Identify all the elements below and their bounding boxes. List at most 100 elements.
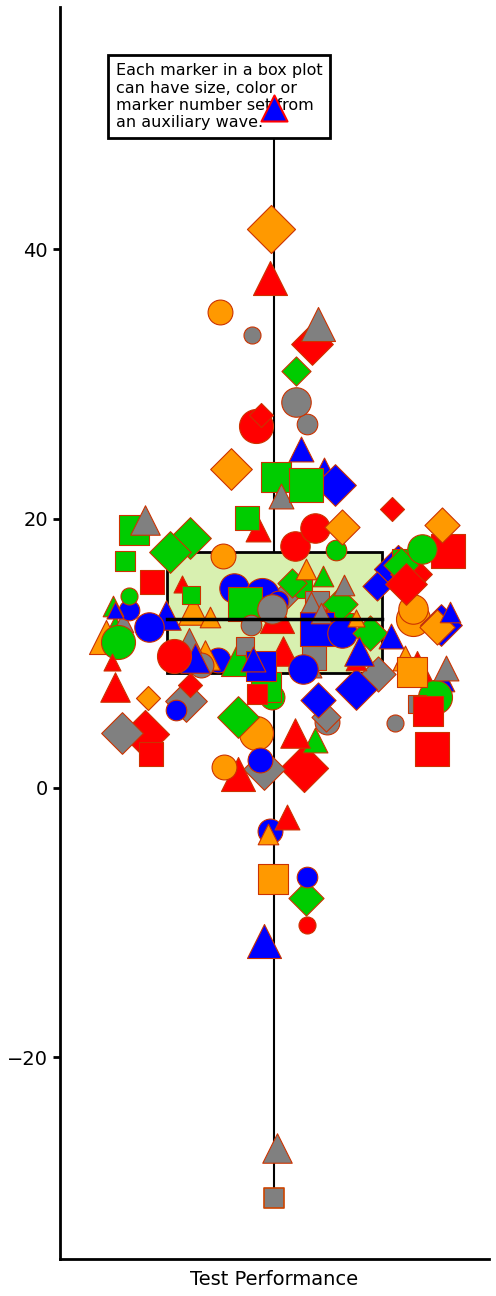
Point (125, 584, 133, 605)
Point (279, 640, 287, 661)
Point (304, 415, 311, 435)
Point (267, 219, 275, 240)
Point (277, 486, 285, 507)
Point (178, 574, 186, 595)
Point (234, 763, 242, 784)
Point (394, 559, 402, 579)
Point (234, 648, 242, 669)
Point (122, 551, 129, 572)
Point (148, 572, 156, 592)
Point (114, 632, 122, 653)
Point (298, 577, 306, 597)
Point (197, 654, 205, 675)
Point (206, 607, 214, 627)
Point (352, 649, 360, 670)
Point (118, 723, 125, 744)
Point (253, 683, 261, 704)
Point (141, 511, 149, 531)
Point (252, 416, 260, 437)
Point (273, 605, 281, 626)
Point (125, 599, 133, 619)
Point (409, 599, 417, 619)
Point (433, 616, 441, 636)
Point (248, 649, 256, 670)
Point (303, 867, 311, 888)
Point (311, 730, 319, 750)
Point (256, 750, 264, 771)
Point (288, 573, 296, 594)
Point (444, 540, 452, 561)
Point (264, 823, 272, 844)
Point (302, 888, 310, 908)
Point (186, 674, 193, 695)
Point (270, 595, 278, 616)
Point (242, 594, 249, 614)
Point (243, 508, 251, 529)
Point (442, 657, 450, 678)
Point (338, 517, 346, 538)
Point (257, 404, 265, 425)
Point (307, 592, 315, 613)
Point (186, 527, 194, 548)
Point (189, 600, 197, 621)
Point (418, 538, 426, 559)
Point (299, 658, 307, 679)
Point (119, 612, 127, 632)
Point (248, 325, 256, 346)
Point (391, 713, 399, 734)
Point (340, 574, 348, 595)
Point (313, 618, 321, 639)
Point (242, 653, 249, 674)
Point (319, 566, 327, 587)
Point (438, 515, 446, 535)
Point (272, 467, 280, 487)
Point (323, 712, 331, 732)
Point (186, 635, 193, 656)
Point (166, 542, 174, 562)
Point (162, 604, 170, 625)
Point (279, 587, 287, 608)
Point (260, 931, 268, 951)
Point (266, 820, 274, 841)
Point (446, 601, 454, 622)
Point (109, 596, 117, 617)
Point (263, 677, 271, 697)
Point (216, 302, 224, 323)
Point (424, 701, 432, 722)
Point (310, 647, 318, 667)
Point (292, 391, 300, 412)
Point (270, 1188, 278, 1209)
Point (141, 723, 149, 744)
Point (372, 575, 380, 596)
Point (310, 518, 318, 539)
Point (257, 656, 265, 677)
Point (111, 617, 119, 638)
Point (366, 622, 373, 643)
Point (252, 722, 260, 743)
Point (170, 645, 178, 666)
Point (314, 689, 322, 710)
Point (273, 1138, 281, 1159)
Point (254, 518, 262, 539)
Point (144, 688, 152, 709)
Point (234, 706, 242, 727)
Point (111, 600, 119, 621)
Point (292, 360, 300, 381)
Point (397, 555, 405, 575)
Point (437, 614, 445, 635)
Point (214, 649, 222, 670)
Point (230, 577, 238, 597)
Point (147, 744, 155, 765)
Point (353, 678, 361, 699)
Point (201, 644, 209, 665)
Point (103, 626, 111, 647)
Point (298, 439, 306, 460)
Point (111, 677, 119, 697)
Point (172, 700, 180, 721)
Point (388, 499, 396, 520)
Point (268, 687, 276, 708)
Point (313, 592, 321, 613)
Point (219, 546, 227, 566)
Bar (167, 552, 382, 674)
Point (274, 591, 282, 612)
